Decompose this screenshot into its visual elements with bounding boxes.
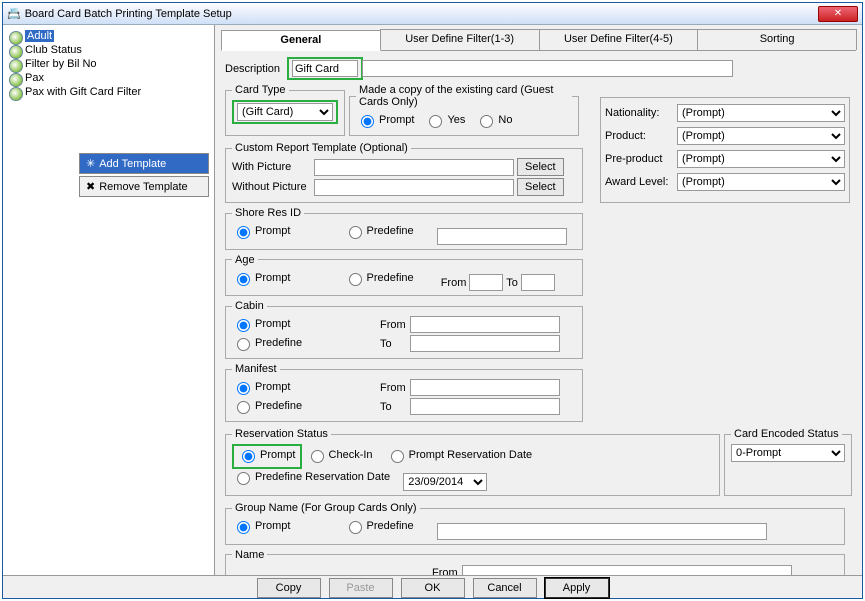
tree-item[interactable]: Club Status: [7, 43, 210, 57]
name-predefine[interactable]: Predefine: [304, 574, 374, 575]
side-label: Pre-product: [605, 153, 677, 165]
age-legend: Age: [232, 254, 258, 266]
groupname-prompt[interactable]: Prompt: [232, 518, 290, 534]
cabin-predefine[interactable]: Predefine: [232, 335, 302, 351]
copy-button[interactable]: Copy: [257, 578, 321, 598]
manifest-legend: Manifest: [232, 363, 280, 375]
shoreres-legend: Shore Res ID: [232, 207, 304, 219]
side-select[interactable]: (Prompt): [677, 127, 845, 145]
close-button[interactable]: ✕: [818, 6, 858, 22]
groupname-legend: Group Name (For Group Cards Only): [232, 502, 420, 514]
side-select[interactable]: (Prompt): [677, 150, 845, 168]
highlight-description: [287, 57, 363, 80]
add-template-button[interactable]: ✳ Add Template: [79, 153, 209, 174]
delete-icon: ✖: [86, 180, 95, 193]
copyexisting-yes[interactable]: Yes: [424, 112, 465, 128]
side-select[interactable]: (Prompt): [677, 173, 845, 191]
cabin-from-input[interactable]: [410, 316, 560, 333]
form-pane: GeneralUser Define Filter(1-3)User Defin…: [215, 25, 862, 575]
tab[interactable]: Sorting: [697, 29, 857, 50]
groupname-predefine[interactable]: Predefine: [344, 518, 414, 534]
customreport-legend: Custom Report Template (Optional): [232, 142, 411, 154]
tab[interactable]: General: [221, 30, 381, 51]
resstatus-predefdate[interactable]: Predefine Reservation Date: [232, 469, 390, 485]
withpicture-input[interactable]: [314, 159, 514, 176]
name-from-input[interactable]: [462, 565, 792, 576]
description-input[interactable]: [292, 60, 358, 77]
withoutpicture-input[interactable]: [314, 179, 514, 196]
groupname-input[interactable]: [437, 523, 767, 540]
name-prompt[interactable]: Prompt: [232, 574, 290, 575]
copyexisting-prompt[interactable]: Prompt: [356, 112, 414, 128]
button-bar: Copy Paste OK Cancel Apply: [3, 575, 862, 599]
cardtype-select[interactable]: (Gift Card): [237, 103, 333, 121]
shoreres-input[interactable]: [437, 228, 567, 245]
withpicture-label: With Picture: [232, 161, 314, 173]
cabin-legend: Cabin: [232, 300, 267, 312]
encoded-legend: Card Encoded Status: [731, 428, 842, 440]
age-from-input[interactable]: [469, 274, 503, 291]
resstatus-date[interactable]: 23/09/2014: [403, 473, 487, 491]
window-title: Board Card Batch Printing Template Setup: [25, 8, 232, 20]
tab[interactable]: User Define Filter(1-3): [380, 29, 540, 50]
encoded-select[interactable]: 0-Prompt: [731, 444, 845, 462]
resstatus-checkin[interactable]: Check-In: [306, 447, 373, 463]
shoreres-prompt[interactable]: Prompt: [232, 223, 290, 239]
tree-item[interactable]: Pax with Gift Card Filter: [7, 85, 210, 99]
cancel-button[interactable]: Cancel: [473, 578, 537, 598]
age-predefine[interactable]: Predefine: [344, 270, 414, 286]
remove-template-button[interactable]: ✖ Remove Template: [79, 176, 209, 197]
resstatus-legend: Reservation Status: [232, 428, 331, 440]
copyexisting-no[interactable]: No: [475, 112, 512, 128]
cabin-to-input[interactable]: [410, 335, 560, 352]
cardtype-legend: Card Type: [232, 84, 289, 96]
tree-item[interactable]: Adult: [7, 29, 210, 43]
side-label: Award Level:: [605, 176, 677, 188]
tree-item[interactable]: Pax: [7, 71, 210, 85]
age-prompt[interactable]: Prompt: [232, 270, 290, 286]
cabin-prompt[interactable]: Prompt: [232, 316, 290, 332]
description-ext-input[interactable]: [362, 60, 733, 77]
paste-button[interactable]: Paste: [329, 578, 393, 598]
manifest-predefine[interactable]: Predefine: [232, 398, 302, 414]
tab[interactable]: User Define Filter(4-5): [539, 29, 699, 50]
tree-item[interactable]: Filter by Bil No: [7, 57, 210, 71]
age-to-input[interactable]: [521, 274, 555, 291]
description-label: Description: [225, 63, 287, 75]
highlight-cardtype: (Gift Card): [232, 100, 338, 124]
template-tree-pane: AdultClub StatusFilter by Bil NoPaxPax w…: [3, 25, 215, 575]
attribute-panel: Nationality:(Prompt)Product:(Prompt)Pre-…: [600, 97, 850, 203]
resstatus-prompt[interactable]: Prompt: [237, 447, 295, 463]
side-label: Nationality:: [605, 107, 677, 119]
ok-button[interactable]: OK: [401, 578, 465, 598]
side-label: Product:: [605, 130, 677, 142]
setup-window: 📇 Board Card Batch Printing Template Set…: [2, 2, 863, 599]
manifest-prompt[interactable]: Prompt: [232, 379, 290, 395]
titlebar: 📇 Board Card Batch Printing Template Set…: [3, 3, 862, 25]
sparkle-icon: ✳: [86, 157, 95, 170]
apply-button[interactable]: Apply: [545, 578, 609, 598]
resstatus-promptdate[interactable]: Prompt Reservation Date: [386, 447, 533, 463]
copyexisting-legend: Made a copy of the existing card (Guest …: [356, 84, 572, 108]
shoreres-predefine[interactable]: Predefine: [344, 223, 414, 239]
manifest-from-input[interactable]: [410, 379, 560, 396]
withoutpicture-label: Without Picture: [232, 181, 314, 193]
withpicture-select-button[interactable]: Select: [517, 158, 564, 176]
withoutpicture-select-button[interactable]: Select: [517, 178, 564, 196]
manifest-to-input[interactable]: [410, 398, 560, 415]
app-icon: 📇: [7, 7, 21, 20]
name-legend: Name: [232, 549, 267, 561]
tab-strip: GeneralUser Define Filter(1-3)User Defin…: [221, 29, 856, 51]
side-select[interactable]: (Prompt): [677, 104, 845, 122]
highlight-resstatus: Prompt: [232, 444, 302, 469]
